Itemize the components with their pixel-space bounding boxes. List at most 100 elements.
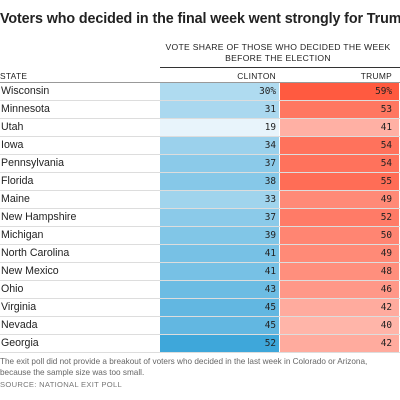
row-divider	[0, 316, 400, 317]
trump-cell	[280, 155, 399, 172]
table-row: Utah 19 41	[0, 119, 400, 137]
state-label: Utah	[1, 121, 24, 133]
clinton-cell	[160, 191, 279, 208]
trump-value: 55	[380, 176, 392, 187]
state-label: Georgia	[1, 337, 39, 349]
clinton-value: 52	[264, 338, 276, 349]
row-divider	[0, 172, 400, 173]
trump-cell	[280, 137, 399, 154]
clinton-value: 39	[264, 230, 276, 241]
trump-value: 54	[380, 158, 392, 169]
trump-value: 54	[380, 140, 392, 151]
table-row: Virginia 45 42	[0, 299, 400, 317]
header-divider	[160, 67, 400, 68]
column-group-header: VOTE SHARE OF THOSE WHO DECIDED THE WEEK…	[160, 42, 396, 64]
state-label: New Hampshire	[1, 211, 77, 223]
trump-value: 53	[380, 104, 392, 115]
clinton-value: 37	[264, 212, 276, 223]
clinton-cell	[160, 299, 279, 316]
state-label: North Carolina	[1, 247, 70, 259]
table-row: Wisconsin 30% 59%	[0, 83, 400, 101]
trump-cell	[280, 299, 399, 316]
table-row: Florida 38 55	[0, 173, 400, 191]
state-label: Wisconsin	[1, 85, 50, 97]
trump-cell	[280, 335, 399, 352]
table-row: Pennsylvania 37 54	[0, 155, 400, 173]
state-label: Minnesota	[1, 103, 50, 115]
row-divider	[0, 280, 400, 281]
trump-cell	[280, 119, 399, 136]
footnote: The exit poll did not provide a breakout…	[0, 357, 368, 377]
source-line: SOURCE: NATIONAL EXIT POLL	[0, 380, 123, 389]
row-divider	[0, 226, 400, 227]
clinton-cell	[160, 263, 279, 280]
trump-value: 42	[380, 302, 392, 313]
clinton-value: 34	[264, 140, 276, 151]
clinton-cell	[160, 317, 279, 334]
row-divider	[0, 190, 400, 191]
trump-cell	[280, 101, 399, 118]
state-label: Virginia	[1, 301, 37, 313]
state-label: Iowa	[1, 139, 24, 151]
clinton-value: 30%	[259, 86, 276, 97]
trump-cell	[280, 173, 399, 190]
table-row: New Mexico 41 48	[0, 263, 400, 281]
trump-value: 46	[380, 284, 392, 295]
clinton-cell	[160, 227, 279, 244]
table-row: Michigan 39 50	[0, 227, 400, 245]
trump-value: 40	[380, 320, 392, 331]
table-row: New Hampshire 37 52	[0, 209, 400, 227]
state-label: Pennsylvania	[1, 157, 65, 169]
trump-cell	[280, 263, 399, 280]
trump-value: 59%	[375, 86, 392, 97]
table-header-rule	[0, 82, 400, 83]
trump-cell	[280, 245, 399, 262]
trump-column-header: TRUMP	[360, 71, 392, 81]
clinton-value: 31	[264, 104, 276, 115]
clinton-cell	[160, 101, 279, 118]
clinton-cell	[160, 83, 279, 100]
trump-value: 42	[380, 338, 392, 349]
trump-value: 41	[380, 122, 392, 133]
clinton-cell	[160, 137, 279, 154]
clinton-value: 41	[264, 266, 276, 277]
row-divider	[0, 208, 400, 209]
clinton-column-header: CLINTON	[237, 71, 276, 81]
trump-value: 50	[380, 230, 392, 241]
trump-cell	[280, 209, 399, 226]
state-label: New Mexico	[1, 265, 59, 277]
state-label: Ohio	[1, 283, 24, 295]
clinton-cell	[160, 335, 279, 352]
state-label: Florida	[1, 175, 34, 187]
table-row: Georgia 52 42	[0, 335, 400, 353]
row-divider	[0, 352, 400, 353]
column-group-header-line1: VOTE SHARE OF THOSE WHO DECIDED THE WEEK	[165, 42, 391, 52]
clinton-value: 41	[264, 248, 276, 259]
trump-cell	[280, 281, 399, 298]
row-divider	[0, 118, 400, 119]
clinton-value: 33	[264, 194, 276, 205]
clinton-value: 38	[264, 176, 276, 187]
table-row: North Carolina 41 49	[0, 245, 400, 263]
clinton-value: 19	[264, 122, 276, 133]
clinton-value: 45	[264, 320, 276, 331]
trump-value: 49	[380, 248, 392, 259]
row-divider	[0, 154, 400, 155]
clinton-value: 45	[264, 302, 276, 313]
clinton-cell	[160, 119, 279, 136]
table-row: Ohio 43 46	[0, 281, 400, 299]
row-divider	[0, 244, 400, 245]
row-divider	[0, 136, 400, 137]
trump-value: 49	[380, 194, 392, 205]
row-divider	[0, 100, 400, 101]
state-label: Nevada	[1, 319, 38, 331]
clinton-cell	[160, 173, 279, 190]
table-row: Minnesota 31 53	[0, 101, 400, 119]
trump-cell	[280, 83, 399, 100]
row-divider	[0, 262, 400, 263]
clinton-cell	[160, 281, 279, 298]
table-row: Nevada 45 40	[0, 317, 400, 335]
state-label: Maine	[1, 193, 30, 205]
table-row: Iowa 34 54	[0, 137, 400, 155]
trump-cell	[280, 317, 399, 334]
